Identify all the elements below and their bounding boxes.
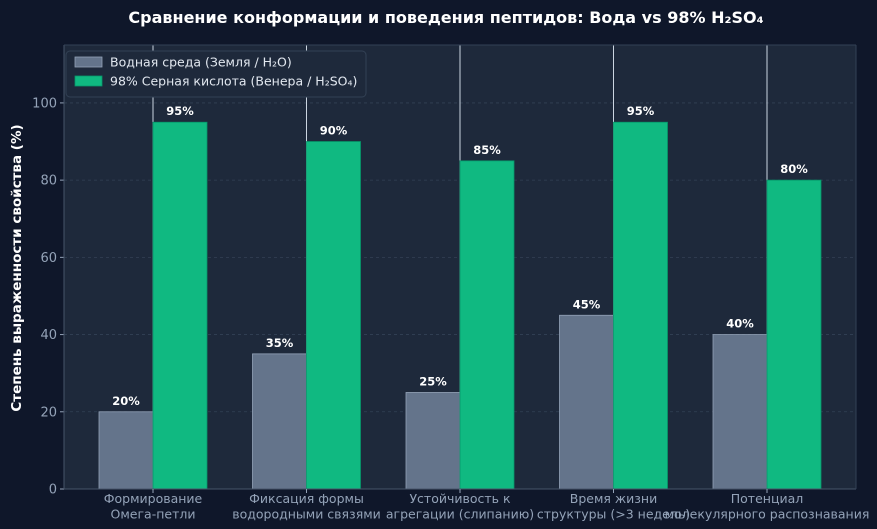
legend-box xyxy=(65,50,367,98)
data-label-acid: 85% xyxy=(473,143,501,157)
x-tick-label: Устойчивость к xyxy=(409,491,511,506)
x-tick-label: агрегации (слипанию) xyxy=(386,507,534,522)
bar-acid xyxy=(766,179,822,490)
data-label-acid: 95% xyxy=(166,104,194,118)
bar-water xyxy=(98,411,154,490)
bar-acid xyxy=(459,160,515,490)
data-label-acid: 90% xyxy=(320,124,348,138)
x-tick-label: водородными связями xyxy=(232,507,381,522)
x-tick-label: структуры (>3 недель) xyxy=(537,507,690,522)
bar-water xyxy=(252,353,307,490)
bar-water xyxy=(405,392,461,490)
bar-acid xyxy=(306,141,361,490)
data-label-water: 20% xyxy=(112,394,140,408)
data-label-acid: 80% xyxy=(780,162,808,176)
data-label-water: 35% xyxy=(266,336,294,350)
bar-water xyxy=(712,334,768,490)
legend-swatch-water xyxy=(74,56,103,68)
y-tick-label: 0 xyxy=(49,483,57,498)
x-tick-label: молекулярного распознавания xyxy=(665,507,870,522)
data-label-water: 25% xyxy=(419,374,447,388)
y-tick-label: 60 xyxy=(40,251,57,266)
y-axis-label: Степень выраженности свойства (%) xyxy=(9,124,25,411)
legend-label-water: Водная среда (Земля / H₂O) xyxy=(110,55,292,70)
x-tick-label: Формирование xyxy=(104,491,203,506)
legend-label-acid: 98% Серная кислота (Венера / H₂SO₄) xyxy=(110,74,357,89)
data-label-water: 45% xyxy=(573,297,601,311)
bar-acid xyxy=(613,121,668,490)
legend-swatch-acid xyxy=(74,75,103,87)
x-tick-label: Омега-петли xyxy=(111,507,196,522)
x-tick-label: Потенциал xyxy=(731,491,803,506)
data-label-water: 40% xyxy=(726,317,754,331)
data-label-acid: 95% xyxy=(627,104,655,118)
bar-acid xyxy=(152,121,208,490)
x-tick-label: Фиксация формы xyxy=(249,491,364,506)
x-tick-label: Время жизни xyxy=(570,491,657,506)
bar-water xyxy=(559,314,614,490)
y-tick-label: 40 xyxy=(40,328,57,343)
y-tick-label: 20 xyxy=(40,405,57,420)
legend: Водная среда (Земля / H₂O) 98% Серная ки… xyxy=(65,50,367,98)
bars: 20% 95% 35% 90% 25% 85% 45% 95% 40% 80% xyxy=(98,45,822,490)
chart-title: Сравнение конформации и поведения пептид… xyxy=(128,8,763,27)
y-tick-label: 100 xyxy=(32,96,57,111)
y-tick-label: 80 xyxy=(40,174,57,189)
